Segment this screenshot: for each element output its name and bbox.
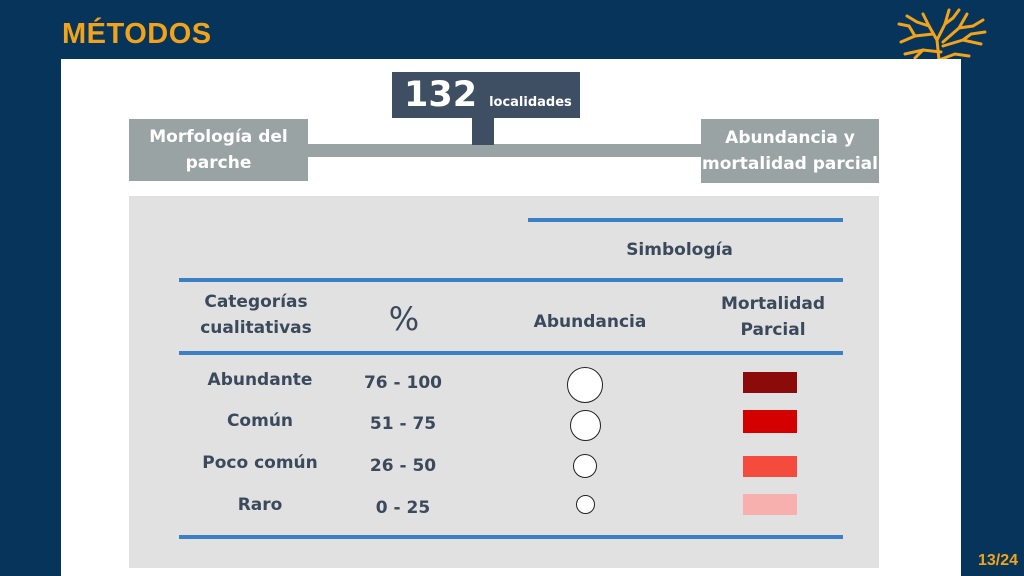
col-categories-header: Categorías cualitativas bbox=[200, 292, 312, 338]
col-percent-header: % bbox=[388, 300, 420, 338]
table-row-percent: 0 - 25 bbox=[375, 498, 431, 518]
abundance-circle-medium bbox=[573, 454, 597, 478]
mortality-swatch-salmon bbox=[743, 456, 797, 477]
top-rule bbox=[528, 218, 843, 222]
count-stem bbox=[472, 118, 494, 145]
header-rule-top bbox=[179, 278, 843, 282]
header-rule-bottom bbox=[179, 351, 843, 355]
table-row-category: Común bbox=[226, 411, 294, 431]
localities-count: 132 bbox=[404, 75, 478, 115]
table-row-category: Raro bbox=[237, 495, 283, 515]
table-row-percent: 51 - 75 bbox=[369, 414, 437, 434]
page-title: MÉTODOS bbox=[62, 18, 212, 50]
mortality-swatch-pink bbox=[743, 494, 797, 515]
abundance-circle-large bbox=[567, 367, 603, 403]
bottom-rule bbox=[179, 535, 843, 539]
table-row-percent: 76 - 100 bbox=[363, 373, 443, 393]
page-number: 13/24 bbox=[977, 552, 1018, 569]
col-abundance-header: Abundancia bbox=[533, 312, 647, 332]
abundance-circle-small bbox=[576, 495, 595, 514]
localities-count-box: 132 localidades bbox=[392, 72, 580, 118]
simbologia-header: Simbología bbox=[626, 240, 733, 260]
mortality-swatch-red bbox=[743, 410, 797, 433]
mortality-swatch-dark-red bbox=[743, 372, 797, 393]
diagram-connector bbox=[300, 144, 720, 157]
abundance-mortality-box: Abundancia y mortalidad parcial bbox=[701, 119, 879, 183]
abundance-circle-medium-large bbox=[570, 410, 601, 441]
coral-icon bbox=[897, 8, 987, 62]
table-row-percent: 26 - 50 bbox=[369, 456, 437, 476]
table-row-category: Abundante bbox=[207, 370, 313, 390]
morphology-box: Morfología del parche bbox=[129, 119, 308, 181]
table-row-category: Poco común bbox=[202, 453, 318, 473]
col-mortality-header: Mortalidad Parcial bbox=[720, 294, 826, 340]
localities-label: localidades bbox=[489, 95, 572, 110]
